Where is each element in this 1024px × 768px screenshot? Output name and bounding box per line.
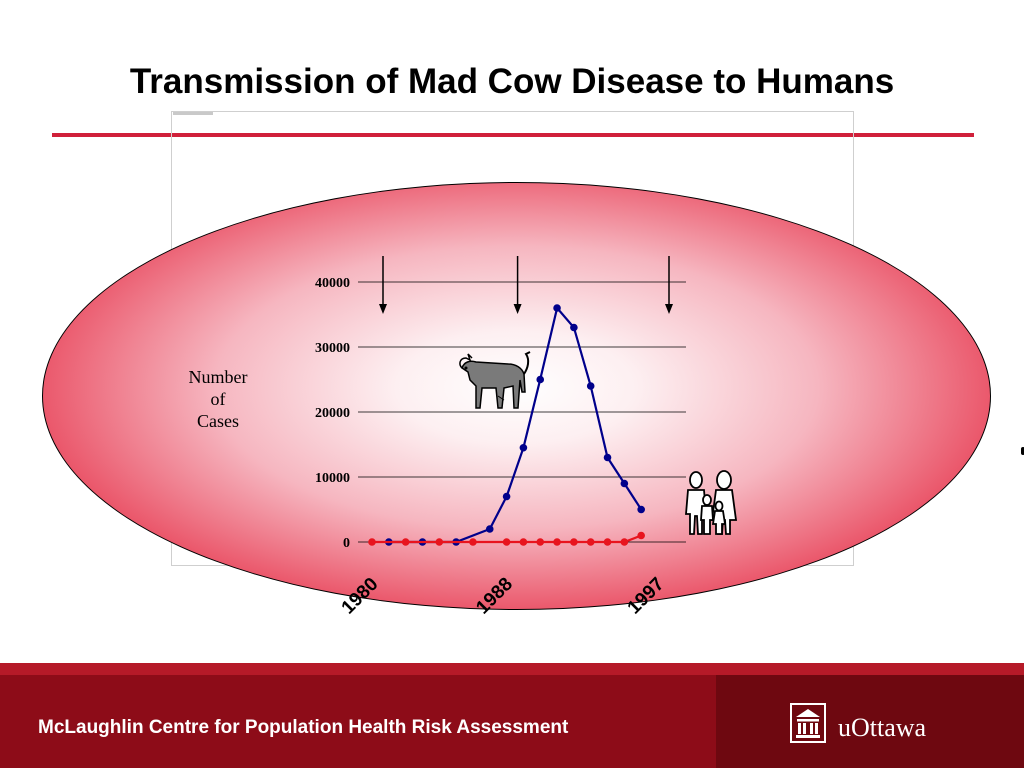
series-lines xyxy=(368,304,645,546)
data-point xyxy=(586,382,595,390)
x-tick-labels: 1980 1988 1997 xyxy=(338,574,669,619)
annotation-arrows xyxy=(379,256,673,314)
data-point xyxy=(603,538,612,546)
series-line-1 xyxy=(388,305,643,544)
footer-logo-panel xyxy=(716,675,1024,768)
y-tick-labels: 40000 30000 20000 10000 0 xyxy=(315,276,350,551)
data-point xyxy=(536,375,545,384)
data-point xyxy=(368,538,376,546)
down-arrow-icon xyxy=(665,256,673,314)
footer-bar xyxy=(0,663,1024,768)
y-tick-label: 30000 xyxy=(315,341,350,356)
data-point xyxy=(536,538,545,546)
data-point xyxy=(485,525,494,533)
title-divider xyxy=(52,133,974,137)
data-point xyxy=(502,492,511,501)
x-tick-label: 1997 xyxy=(624,574,669,619)
data-point xyxy=(603,453,612,462)
data-point xyxy=(519,443,528,452)
logo-wordmark: uOttawa xyxy=(838,713,927,742)
frame-caption-mark xyxy=(173,112,213,115)
y-tick-label: 20000 xyxy=(315,406,350,421)
data-point xyxy=(637,505,645,514)
data-point xyxy=(586,538,595,546)
data-point xyxy=(502,538,511,546)
uottawa-logo: uOttawa xyxy=(790,703,960,745)
data-point xyxy=(570,538,578,546)
data-point xyxy=(620,538,629,546)
family-icon xyxy=(685,470,738,535)
y-tick-label: 0 xyxy=(343,536,350,551)
arrow-head xyxy=(379,304,387,314)
cow-icon xyxy=(459,351,531,409)
data-point xyxy=(570,323,578,332)
x-tick-label: 1988 xyxy=(472,574,517,619)
x-tick-label: 1980 xyxy=(338,574,383,619)
footer-top-stripe xyxy=(0,663,1024,675)
data-point xyxy=(553,538,561,546)
slide-title: Transmission of Mad Cow Disease to Human… xyxy=(129,62,895,101)
stray-mark xyxy=(1021,447,1024,455)
data-point xyxy=(637,531,645,540)
arrow-head xyxy=(665,304,673,314)
organization-name: McLaughlin Centre for Population Health … xyxy=(38,717,569,738)
down-arrow-icon xyxy=(513,256,522,314)
arrow-head xyxy=(513,304,522,314)
down-arrow-icon xyxy=(379,256,387,314)
data-point xyxy=(620,479,629,488)
data-point xyxy=(553,304,561,312)
data-point xyxy=(435,538,444,546)
data-point xyxy=(401,538,410,546)
y-tick-label: 40000 xyxy=(315,276,350,291)
y-tick-label: 10000 xyxy=(315,471,350,486)
y-axis-label: Number of Cases xyxy=(188,367,248,431)
university-building-icon xyxy=(790,703,826,743)
data-point xyxy=(469,538,477,546)
data-point xyxy=(519,538,528,546)
